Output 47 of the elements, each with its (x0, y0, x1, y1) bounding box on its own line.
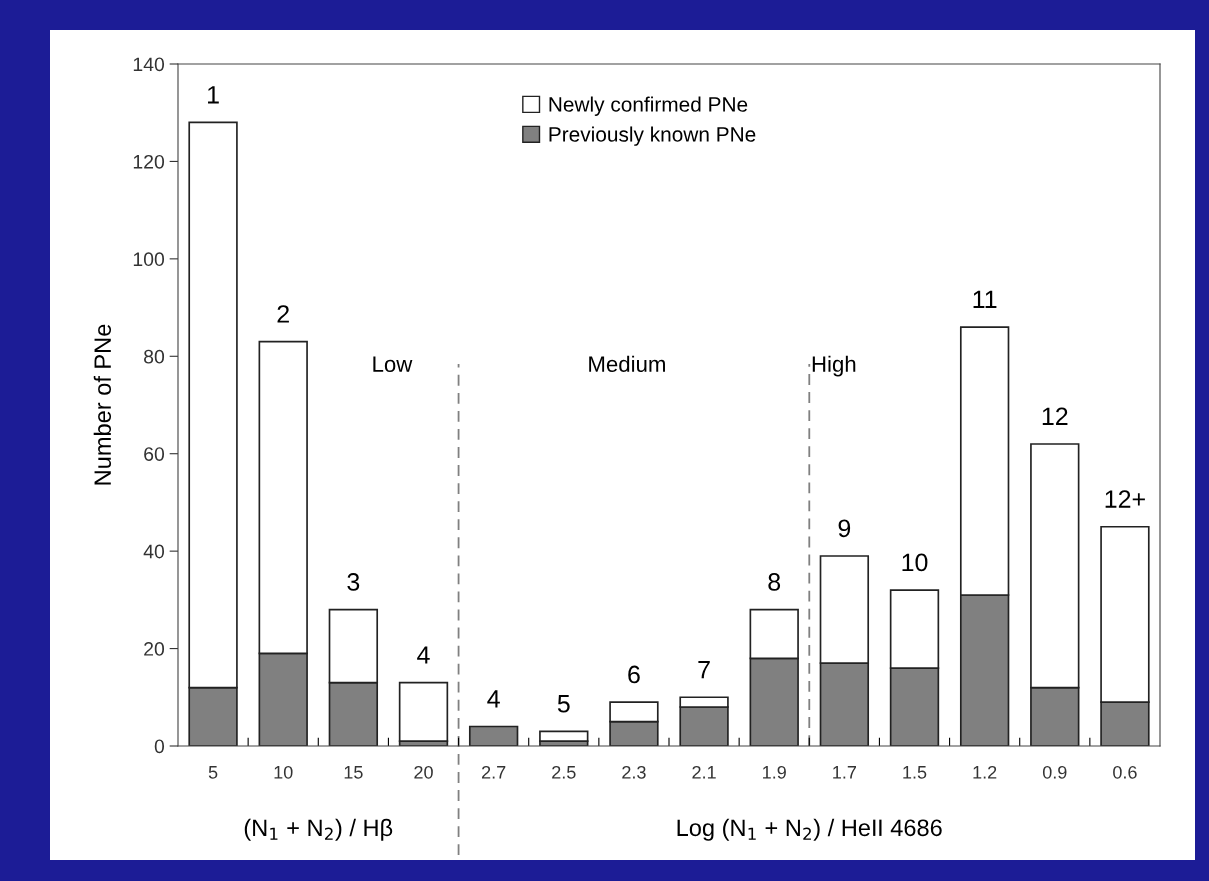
bar (398, 681, 449, 742)
y-tick-label: 140 (133, 57, 165, 72)
legend-label: Newly confirmed PNe (549, 96, 748, 116)
y-tick-label: 60 (144, 447, 165, 461)
x-tick-label: 15 (344, 766, 363, 779)
x-axis-title: Log (N$_{1}$ + N$_{2}$) / HeII 4686 (677, 818, 942, 841)
x-tick-label: 20 (414, 765, 433, 779)
text: (N$_{1}$ + N$_{2}$) / Hβ (244, 818, 393, 841)
annotation: Low (373, 356, 413, 372)
annotation: 3 (347, 573, 360, 591)
annotation: 4 (417, 646, 430, 664)
x-tick-label: 0.6 (1113, 765, 1137, 779)
y-tick-label: 20 (144, 642, 165, 656)
x-tick-label: 2.7 (482, 765, 506, 779)
annotation: 8 (768, 573, 781, 591)
x-tick-label: 0.9 (1042, 765, 1067, 779)
x-tick-label: 2.3 (622, 765, 646, 779)
x-tick-label: 1.2 (973, 765, 997, 779)
annotation: 2 (277, 305, 289, 323)
annotation: 12+ (1105, 490, 1145, 508)
bar (539, 730, 589, 742)
annotation: 1 (208, 86, 219, 104)
y-tick-label: 0 (154, 739, 165, 754)
y-tick-label: 80 (144, 349, 165, 364)
x-tick-label: 1.5 (903, 766, 927, 779)
legend-label: Previously known PNe (549, 126, 756, 146)
x-tick-label: 1.7 (833, 766, 856, 779)
annotation: 6 (628, 665, 640, 684)
annotation: High (812, 355, 856, 377)
x-tick-label: 2.5 (552, 765, 576, 779)
y-tick-label: 120 (133, 154, 165, 169)
bar (468, 725, 519, 746)
y-tick-label: 40 (143, 544, 165, 559)
x-tick-label: 10 (274, 765, 293, 779)
annotation: 11 (973, 290, 997, 308)
y-tick-label: 100 (133, 252, 165, 267)
x-tick-label: 2.1 (692, 765, 716, 779)
annotation: 7 (698, 661, 710, 679)
annotation: 9 (838, 519, 851, 538)
x-tick-label: 5 (208, 766, 218, 779)
annotation: Medium (589, 355, 665, 372)
annotation: 10 (902, 553, 928, 572)
annotation: 12 (1042, 407, 1068, 425)
x-tick-label: 1.9 (763, 765, 786, 779)
annotation: 5 (557, 695, 570, 713)
y-axis-title: Number of PNe (93, 324, 112, 485)
annotation: 4 (487, 690, 500, 708)
